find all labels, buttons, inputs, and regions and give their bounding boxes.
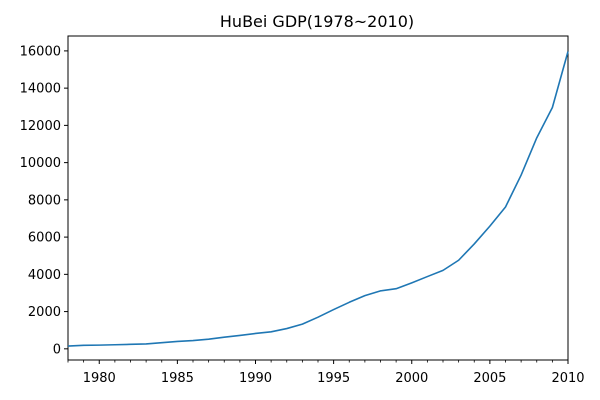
x-tick-label: 1990 (239, 371, 272, 386)
y-tick-label: 16000 (20, 44, 61, 59)
x-axis: 1980 1985 1990 1995 2000 2005 2010 (67, 360, 585, 386)
x-tick-label: 2005 (473, 371, 506, 386)
chart-title: HuBei GDP(1978~2010) (220, 12, 414, 31)
x-tick-label: 1985 (161, 371, 194, 386)
y-tick-label: 10000 (20, 156, 61, 171)
axes-frame (67, 35, 569, 361)
x-tick-label: 2000 (395, 371, 428, 386)
y-tick-label: 14000 (20, 82, 61, 97)
y-tick-label: 4000 (28, 268, 61, 283)
y-tick-label: 2000 (28, 305, 61, 320)
plot-lines (67, 51, 569, 347)
x-tick-label: 1980 (83, 371, 116, 386)
x-tick-label: 2010 (551, 371, 584, 386)
y-tick-label: 12000 (20, 119, 61, 134)
y-tick-label: 6000 (28, 231, 61, 246)
y-axis: 0 2000 4000 6000 8000 10000 12000 14000 16000 (20, 44, 68, 357)
axes-spines (67, 35, 569, 361)
x-tick-label: 1995 (317, 371, 350, 386)
y-tick-label: 8000 (28, 193, 61, 208)
y-tick-label: 0 (53, 342, 61, 357)
gdp-series-line (67, 51, 569, 347)
